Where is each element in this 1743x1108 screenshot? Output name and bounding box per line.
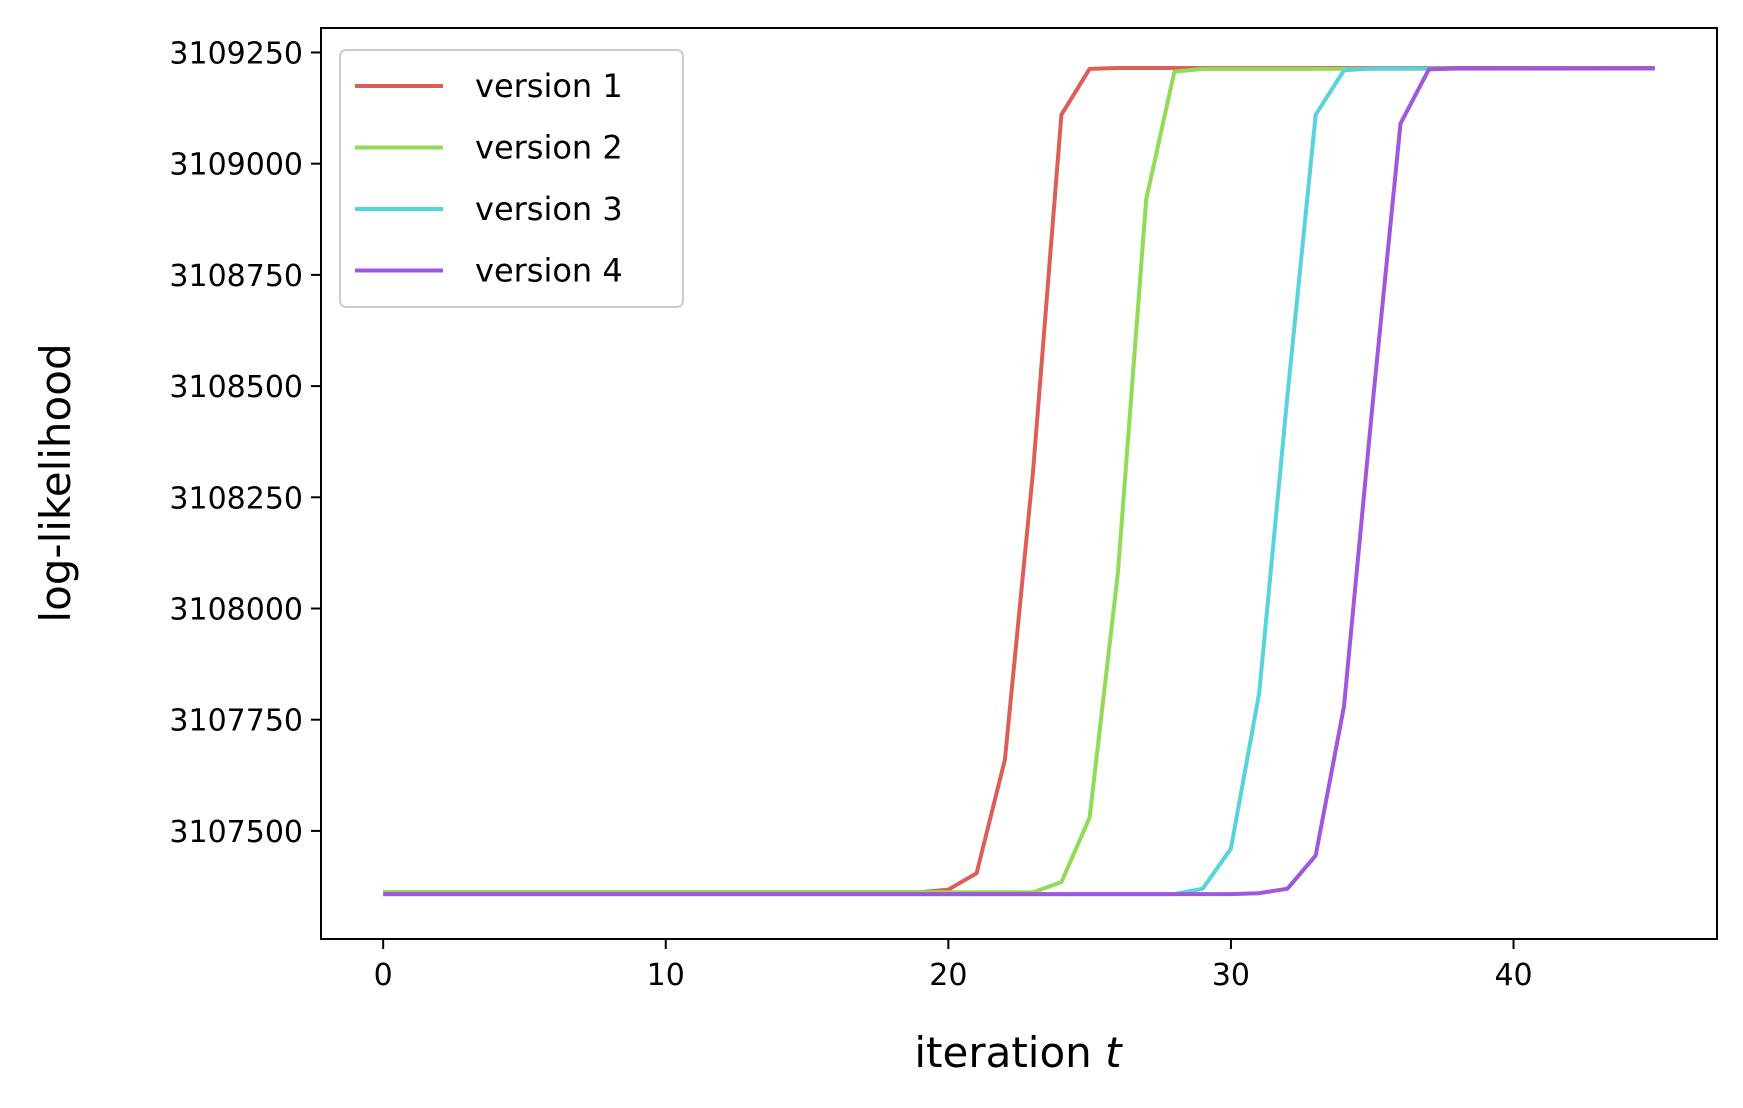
x-axis-ticks: 0 10 20 30 40 [374,939,1533,993]
x-tick-label: 40 [1494,958,1532,993]
x-tick-label: 20 [929,958,967,993]
legend-label-version-4: version 4 [475,252,623,290]
x-tick-label: 10 [647,958,685,993]
plot-area-frame [320,27,1718,940]
legend-label-version-1: version 1 [475,67,623,105]
legend-label-version-3: version 3 [475,190,623,228]
y-tick-label: 3108500 [169,370,303,405]
y-tick-label: 3108250 [169,481,303,516]
y-axis-ticks: 3107500 3107750 3108000 3108250 3108500 31087… [169,36,321,850]
y-tick-label: 3107500 [169,815,303,850]
x-tick-label: 0 [374,958,393,993]
legend: version 1 version 2 version 3 version 4 [339,49,684,308]
legend-box [339,49,684,308]
x-axis-title: iteration t [914,1028,1123,1077]
y-tick-label: 3108000 [169,592,303,627]
y-tick-label: 3108750 [169,259,303,294]
y-axis-title: log-likelihood [31,343,80,622]
y-tick-label: 3107750 [169,704,303,739]
series-line-version-2 [383,66,1655,895]
series-line-version-4 [383,66,1655,897]
x-tick-label: 30 [1212,958,1250,993]
legend-label-version-2: version 2 [475,129,623,167]
y-tick-label: 3109000 [169,148,303,183]
series-line-version-3 [383,66,1655,897]
legend-items: version 1 version 2 version 3 version 4 [355,67,623,290]
series-group [383,66,1655,897]
y-tick-label: 3109250 [169,36,303,71]
